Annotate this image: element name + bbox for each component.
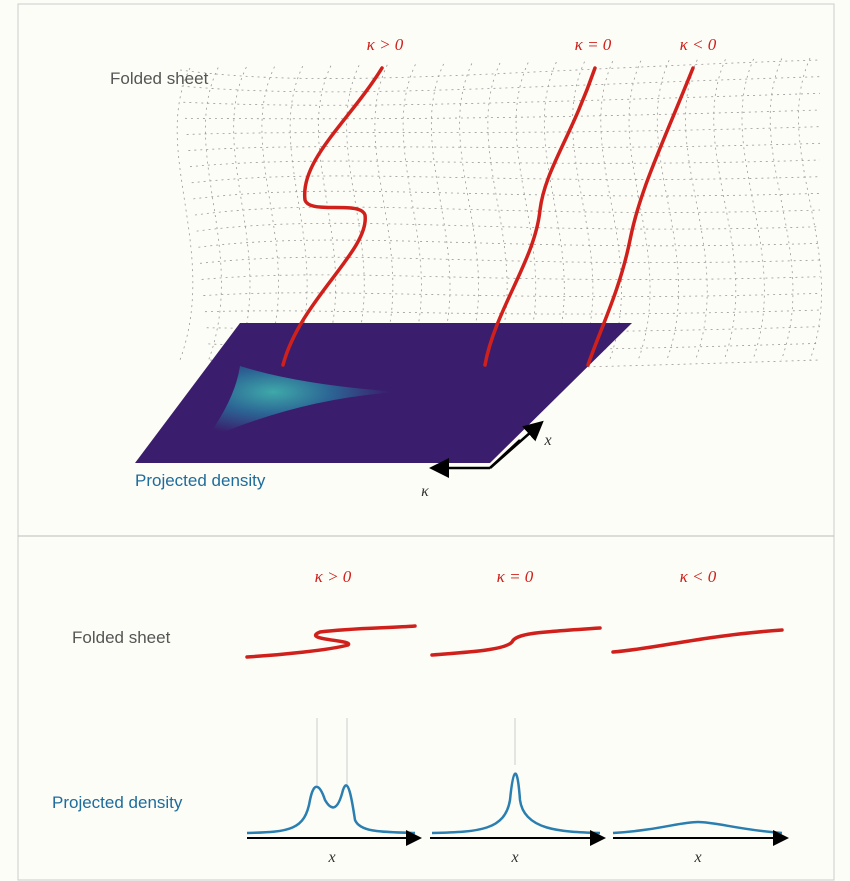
axis-label: x xyxy=(543,432,551,449)
case-label: κ < 0 xyxy=(680,567,717,586)
case-label: κ = 0 xyxy=(497,567,534,586)
case-label: κ > 0 xyxy=(367,35,404,54)
sheet-label: Folded sheet xyxy=(72,628,171,647)
axis-label: x xyxy=(327,849,335,866)
figure: κ > 0 κ = 0 κ < 0 Folded sheet Projected… xyxy=(0,0,850,881)
density-label: Projected density xyxy=(135,471,266,490)
axis-label: κ xyxy=(421,483,429,500)
case-label: κ < 0 xyxy=(680,35,717,54)
case-label: κ > 0 xyxy=(315,567,352,586)
axis-label: x xyxy=(693,849,701,866)
sheet-label: Folded sheet xyxy=(110,69,209,88)
axis-label: x xyxy=(510,849,518,866)
density-label: Projected density xyxy=(52,793,183,812)
case-label: κ = 0 xyxy=(575,35,612,54)
